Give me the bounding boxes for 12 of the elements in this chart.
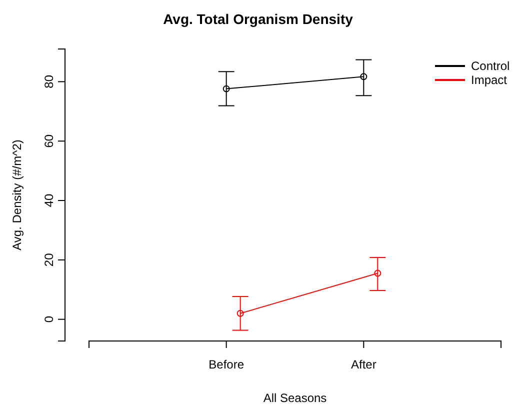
legend-label: Control	[471, 59, 510, 73]
y-tick-label: 20	[42, 252, 56, 267]
x-axis-title: All Seasons	[263, 391, 327, 405]
legend-label: Impact	[471, 73, 508, 87]
y-tick-label: 40	[42, 194, 56, 208]
y-tick-label: 0	[42, 316, 56, 323]
y-tick-label: 80	[42, 74, 56, 88]
y-tick-label: 60	[42, 134, 56, 148]
x-tick-label: Before	[208, 358, 244, 372]
y-axis-title: Avg. Density (#/m^2)	[10, 140, 24, 250]
x-tick-label: After	[350, 358, 376, 372]
chart-title: Avg. Total Organism Density	[163, 11, 354, 27]
